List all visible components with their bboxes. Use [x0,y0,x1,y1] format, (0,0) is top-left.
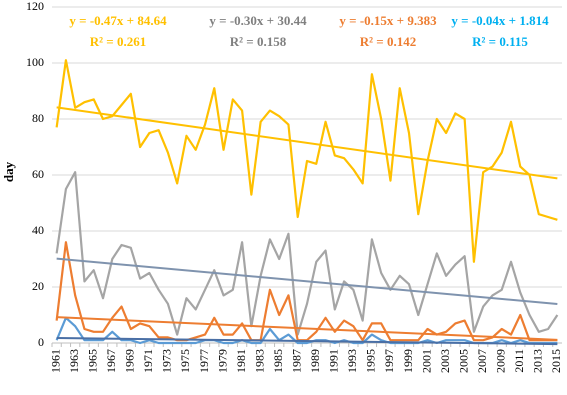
trend-r2: R² = 0.261 [90,34,146,49]
y-tick-label: 80 [32,111,44,125]
x-tick-label: 1993 [345,349,359,373]
y-axis-label: day [1,161,16,182]
series-line [55,59,558,263]
x-tick-label: 2001 [419,349,433,373]
trend-equation: y = -0.04x + 1.814 [451,13,549,28]
y-tick-label: 40 [32,223,44,237]
x-tick-label: 1965 [85,349,99,373]
trend-line [56,106,558,180]
x-tick-label: 1963 [67,349,81,373]
y-tick-label: 100 [26,55,44,69]
trend-line [56,337,558,346]
x-tick-label: 1977 [197,349,211,373]
series-line [55,171,559,336]
x-tick-label: 1969 [123,349,137,373]
x-tick-label: 1987 [289,349,303,373]
y-tick-label: 60 [32,167,44,181]
x-tick-label: 1979 [215,349,229,373]
trend-r2: R² = 0.142 [360,34,416,49]
x-tick-label: 1961 [48,349,62,373]
x-tick-label: 2005 [456,349,470,373]
trend-line [56,257,558,305]
x-tick-label: 2003 [438,349,452,373]
x-tick-label: 1999 [401,349,415,373]
x-tick-label: 1973 [160,349,174,373]
x-tick-label: 1985 [271,349,285,373]
y-tick-label: 20 [32,279,44,293]
x-tick-label: 1981 [234,349,248,373]
x-tick-label: 2009 [493,349,507,373]
x-tick-label: 1997 [382,349,396,373]
x-tick-label: 1995 [364,349,378,373]
trend-equation: y = -0.15x + 9.383 [339,13,437,28]
x-tick-label: 1967 [104,349,118,373]
trend-line [56,316,558,341]
trend-equation: y = -0.47x + 84.64 [69,13,167,28]
x-tick-label: 2013 [531,349,545,373]
x-tick-label: 1975 [178,349,192,373]
x-tick-label: 1991 [327,349,341,373]
x-tick-label: 1971 [141,349,155,373]
x-tick-label: 2015 [549,349,563,373]
trend-r2: R² = 0.115 [472,34,528,49]
x-tick-label: 2007 [475,349,489,373]
x-tick-label: 2011 [512,349,526,373]
trend-equation: y = -0.30x + 30.44 [209,13,307,28]
x-tick-label: 1983 [252,349,266,373]
y-tick-label: 0 [38,335,44,349]
y-tick-label: 120 [26,0,44,13]
x-tick-label: 1989 [308,349,322,373]
series-line [55,241,558,342]
trend-r2: R² = 0.158 [230,34,287,49]
